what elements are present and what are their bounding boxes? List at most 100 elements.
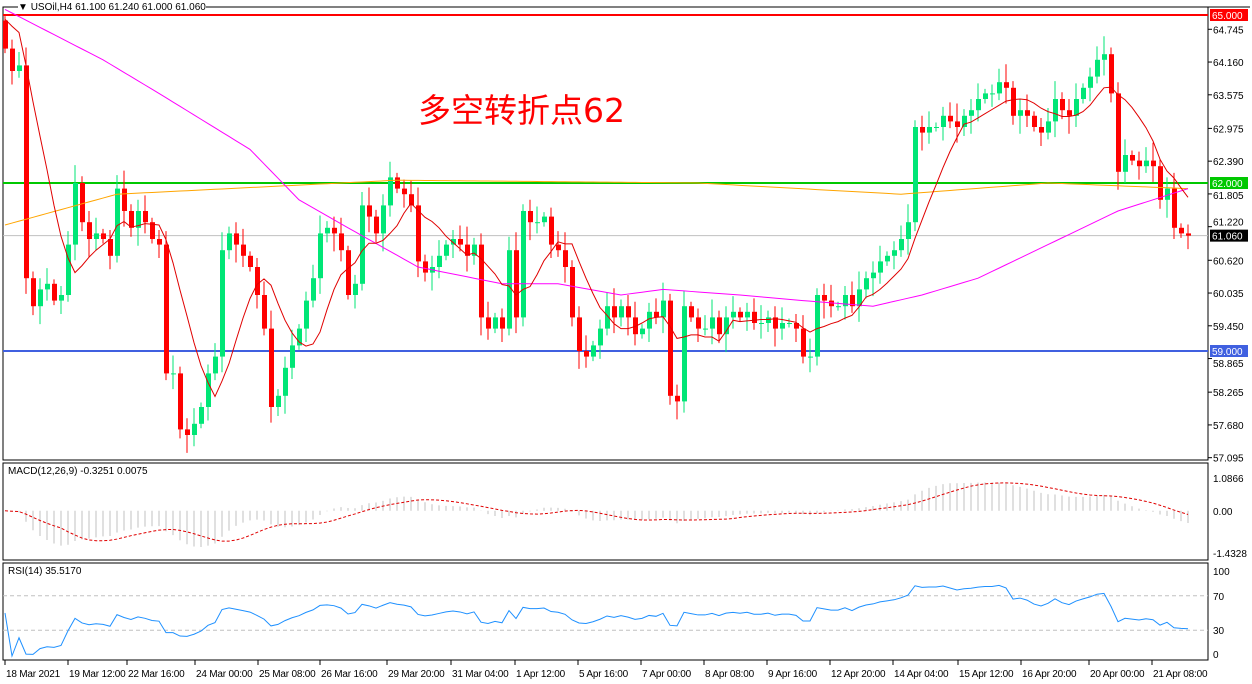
macd-tick-label: -1.4328 xyxy=(1213,549,1247,560)
rsi-line xyxy=(4,584,1189,658)
candle-body xyxy=(318,233,323,279)
candle-body xyxy=(955,121,960,127)
candle-body xyxy=(1011,87,1016,116)
candle-body xyxy=(1081,87,1086,99)
y-tick-label: 60.035 xyxy=(1213,289,1244,300)
candle-body xyxy=(1067,110,1072,116)
candle-body xyxy=(304,300,309,329)
candle-body xyxy=(661,300,666,318)
candle-body xyxy=(1046,121,1051,133)
candle-body xyxy=(542,216,547,223)
ma-slow-line xyxy=(4,179,1189,226)
candle-body xyxy=(535,222,540,224)
dropdown-triangle-icon[interactable]: ▼ xyxy=(18,2,28,13)
candle-body xyxy=(409,194,414,206)
y-tick-label: 58.265 xyxy=(1213,388,1244,399)
ma-mid-line xyxy=(4,8,1189,307)
x-tick-label: 19 Mar 12:00 xyxy=(69,669,126,680)
candle-body xyxy=(241,244,246,256)
x-tick-label: 24 Mar 00:00 xyxy=(196,669,253,680)
y-tick-label: 59.450 xyxy=(1213,322,1244,333)
annotation-text: 多空转折点62 xyxy=(418,91,625,130)
candle-body xyxy=(969,110,974,116)
x-tick-label: 18 Mar 2021 xyxy=(6,669,61,680)
candle-body xyxy=(1004,82,1009,88)
candle-body xyxy=(668,300,673,396)
candle-body xyxy=(115,188,120,256)
y-tick-label: 58.865 xyxy=(1213,359,1244,370)
candle-body xyxy=(52,283,57,301)
x-tick-label: 31 Mar 04:00 xyxy=(452,669,509,680)
candle-body xyxy=(206,373,211,407)
level-tag-label: 61.060 xyxy=(1212,232,1243,243)
panel-frame-0 xyxy=(2,6,1209,461)
candle-body xyxy=(479,244,484,318)
candle-body xyxy=(24,65,29,279)
candle-body xyxy=(472,244,477,256)
candle-body xyxy=(269,328,274,407)
candle-body xyxy=(605,306,610,329)
candle-body xyxy=(836,306,841,308)
candle-body xyxy=(878,261,883,273)
panel-frame-2 xyxy=(2,562,1209,661)
level-tag-bg xyxy=(1210,229,1248,242)
level-tag-bg xyxy=(1210,9,1248,21)
level-tag-label: 59.000 xyxy=(1212,347,1243,358)
candle-body xyxy=(325,227,330,234)
candle-body xyxy=(521,211,526,318)
candle-body xyxy=(920,127,925,133)
candle-body xyxy=(962,115,967,127)
candle-body xyxy=(73,183,78,245)
candle-body xyxy=(906,222,911,239)
candle-body xyxy=(528,211,533,223)
candle-body xyxy=(346,250,351,295)
x-tick-label: 26 Mar 16:00 xyxy=(321,669,378,680)
x-tick-label: 20 Apr 00:00 xyxy=(1090,669,1145,680)
candle-body xyxy=(794,323,799,329)
candle-body xyxy=(1095,59,1100,77)
candle-body xyxy=(150,222,155,239)
candle-body xyxy=(885,255,890,262)
candle-body xyxy=(353,283,358,295)
candle-body xyxy=(458,239,463,245)
candle-body xyxy=(129,211,134,228)
candle-body xyxy=(374,216,379,234)
candle-body xyxy=(759,323,764,324)
rsi-tick-label: 30 xyxy=(1213,626,1225,637)
symbol-ohlc: USOil,H4 61.100 61.240 61.000 61.060 xyxy=(30,2,206,13)
x-tick-label: 12 Apr 20:00 xyxy=(831,669,886,680)
level-tag-label: 65.000 xyxy=(1212,11,1243,22)
candle-body xyxy=(815,295,820,357)
macd-tick-label: 1.0866 xyxy=(1213,474,1244,485)
y-tick-label: 57.680 xyxy=(1213,421,1244,432)
candle-body xyxy=(675,395,680,402)
candle-body xyxy=(1116,93,1121,172)
candle-body xyxy=(843,295,848,307)
candle-body xyxy=(766,317,771,323)
y-tick-label: 57.095 xyxy=(1213,454,1244,465)
x-tick-label: 22 Mar 16:00 xyxy=(128,669,185,680)
candle-body xyxy=(66,244,71,295)
candle-body xyxy=(59,295,64,301)
candle-body xyxy=(31,278,36,307)
macd-signal-line xyxy=(4,482,1189,542)
candle-body xyxy=(297,328,302,346)
macd-label: MACD(12,26,9) -0.3251 0.0075 xyxy=(8,466,148,477)
y-tick-label: 61.220 xyxy=(1213,218,1244,229)
x-tick-label: 29 Mar 20:00 xyxy=(388,669,445,680)
candle-body xyxy=(1039,127,1044,133)
candle-body xyxy=(1137,160,1142,167)
candle-body xyxy=(780,323,785,329)
candle-body xyxy=(654,311,659,318)
x-tick-label: 1 Apr 12:00 xyxy=(516,669,566,680)
candle-body xyxy=(388,177,393,206)
candle-body xyxy=(143,211,148,223)
candle-body xyxy=(612,306,617,318)
rsi-tick-label: 0 xyxy=(1213,650,1219,661)
candle-body xyxy=(1172,188,1177,228)
candle-body xyxy=(738,311,743,318)
candle-body xyxy=(619,306,624,318)
candle-body xyxy=(101,233,106,239)
candle-body xyxy=(283,367,288,396)
